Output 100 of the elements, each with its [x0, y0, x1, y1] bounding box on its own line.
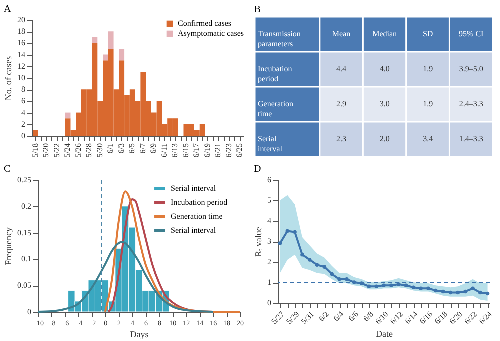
point — [464, 290, 468, 294]
point — [367, 284, 372, 288]
legend-label: Serial interval — [171, 184, 217, 193]
text: 4.0 — [380, 64, 390, 74]
x-tick-label: 6/4 — [332, 310, 346, 324]
chart-title: C — [4, 164, 11, 175]
category-label: SD — [422, 30, 434, 38]
point — [404, 284, 408, 288]
text: 1.4–3.3 — [459, 134, 484, 144]
x-tick-label: 6/1 — [106, 144, 116, 154]
bar — [103, 54, 108, 61]
text: B — [254, 4, 262, 16]
point — [396, 282, 401, 286]
x-tick-label: 5/30 — [95, 144, 104, 158]
x-tick-label: 6/6 — [346, 310, 361, 324]
point — [330, 272, 334, 276]
category-label: Median — [372, 30, 398, 38]
point — [286, 229, 290, 234]
x-tick-label: 6/18 — [433, 310, 450, 326]
x-tick-label: 6/5 — [128, 144, 137, 154]
text: 4.4 — [336, 64, 347, 74]
x-tick-label: 6/17 — [192, 144, 202, 158]
y-tick-label: 8 — [22, 85, 26, 94]
y-tick-label: 0 — [22, 132, 26, 140]
x-tick-label: 6/10 — [374, 310, 390, 326]
point — [426, 286, 430, 291]
point — [382, 284, 386, 288]
x-axis-title: Date — [376, 329, 393, 340]
point — [308, 258, 312, 262]
legend-label: Serial interval — [171, 226, 217, 235]
y-tick-label: 20 — [18, 16, 26, 24]
y-tick-label: 2 — [22, 120, 26, 129]
y-tick-label: 0.1 — [22, 254, 32, 264]
x-tick-label: 6/2 — [317, 310, 331, 324]
category-label: Incubation period — [258, 64, 292, 84]
x-tick-label: 6/25 — [235, 144, 244, 158]
text: 2.3 — [336, 134, 347, 144]
x-tick-label: 5/28 — [84, 144, 94, 158]
x-tick-label: 6/15 — [181, 144, 190, 158]
y-tick-label: 0.15 — [18, 228, 32, 238]
category-label: Generation time — [258, 100, 294, 118]
x-tick-label: 6/24 — [478, 310, 494, 326]
x-tick-label: 6/21 — [214, 144, 223, 158]
chart-title: A — [4, 4, 12, 15]
y-tick-label: 4 — [268, 216, 272, 226]
x-tick-label: 5/22 — [52, 144, 62, 158]
text: 3.9–5.0 — [459, 64, 484, 74]
point — [322, 265, 327, 269]
x-tick-label: 5/27 — [270, 310, 286, 326]
point — [374, 284, 378, 288]
y-tick-label: 0.25 — [18, 176, 32, 184]
x-tick-label: 6/12 — [388, 310, 405, 326]
y-tick-label: 0 — [268, 298, 272, 308]
x-tick-label: 6/9 — [149, 144, 158, 154]
text: 2.4–3.3 — [459, 100, 484, 108]
point — [456, 290, 460, 295]
bar — [108, 32, 114, 49]
text: 2.9 — [336, 100, 347, 108]
y-tick-label: 0.2 — [22, 202, 32, 211]
point — [345, 278, 349, 282]
y-tick-label: 6 — [268, 176, 272, 184]
y-axis-title: Rₜ value — [254, 227, 264, 257]
point — [390, 284, 394, 288]
point — [338, 278, 342, 282]
y-tick-label: 1 — [268, 278, 272, 287]
x-tick-label: 5/26 — [74, 144, 83, 158]
x-tick-label: 6/19 — [202, 144, 212, 158]
y-tick-label: 18 — [18, 27, 26, 36]
point — [315, 263, 320, 267]
bar — [119, 49, 125, 61]
x-tick-label: 6/23 — [224, 144, 234, 158]
y-tick-label: 5 — [268, 196, 272, 205]
legend-label: Incubation period — [171, 198, 228, 207]
x-tick-label: 5/20 — [42, 144, 51, 158]
x-tick-label: 5/24 — [63, 144, 72, 158]
x-tick-label: 6/8 — [362, 310, 376, 324]
text: 2.0 — [380, 134, 390, 144]
point — [448, 290, 453, 295]
category-label: 95% CI — [459, 30, 484, 38]
legend-label: Asymptomatic cases — [178, 29, 244, 38]
text: 3.4 — [423, 134, 434, 144]
point — [471, 286, 475, 291]
point — [412, 286, 416, 290]
point — [293, 230, 297, 234]
point — [441, 290, 446, 294]
y-tick-label: 0.05 — [18, 281, 32, 290]
x-tick-label: 6/16 — [418, 310, 435, 326]
chart-title: D — [254, 164, 262, 175]
category-label: Serial interval — [258, 134, 282, 154]
x-tick-label: 6/11 — [160, 144, 169, 158]
x-axis-title: Days — [130, 330, 150, 340]
point — [478, 290, 482, 295]
x-tick-label: 6/13 — [170, 144, 180, 158]
point — [300, 252, 304, 257]
y-tick-label: 12 — [18, 62, 26, 71]
y-tick-label: 14 — [18, 50, 26, 60]
y-tick-label: 4 — [22, 108, 26, 118]
text: 1.9 — [423, 64, 434, 74]
point — [434, 288, 438, 293]
y-axis-title: No. of cases — [4, 56, 14, 101]
